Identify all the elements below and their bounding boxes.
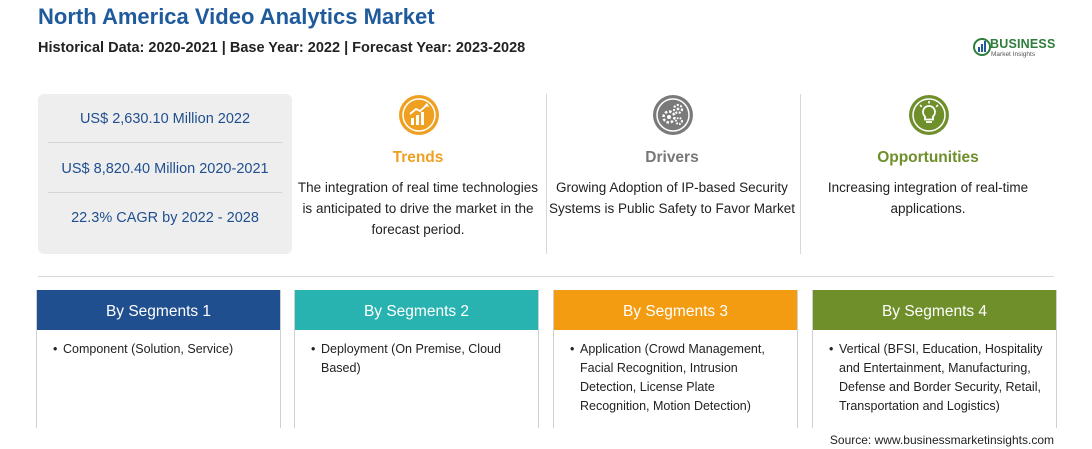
segment-card-1: By Segments 1 Component (Solution, Servi… <box>36 290 281 428</box>
opportunities-heading: Opportunities <box>877 149 979 166</box>
logo-tagline: Market Insights <box>991 51 1036 58</box>
segment-4-header: By Segments 4 <box>813 290 1056 330</box>
page-title: North America Video Analytics Market <box>38 4 435 29</box>
segment-1-header: By Segments 1 <box>37 290 280 330</box>
stat-cagr: 22.3% CAGR by 2022 - 2028 <box>71 210 259 226</box>
segment-4-item: Vertical (BFSI, Education, Hospitality a… <box>829 340 1046 416</box>
column-divider <box>546 94 547 254</box>
segment-card-2: By Segments 2 Deployment (On Premise, Cl… <box>294 290 539 428</box>
stat-divider <box>48 192 282 193</box>
logo-globe-icon <box>973 38 991 56</box>
segment-2-item: Deployment (On Premise, Cloud Based) <box>311 340 528 378</box>
column-divider <box>800 94 801 254</box>
logo-wordmark: BUSINESS <box>990 37 1056 51</box>
page-subtitle: Historical Data: 2020-2021 | Base Year: … <box>38 40 526 56</box>
segment-2-header: By Segments 2 <box>295 290 538 330</box>
drivers-heading: Drivers <box>645 149 699 166</box>
section-divider <box>38 276 1054 277</box>
stat-market-size-2022: US$ 2,630.10 Million 2022 <box>79 111 251 127</box>
market-stats-panel: US$ 2,630.10 Million 2022 US$ 8,820.40 M… <box>38 94 292 254</box>
segment-card-3: By Segments 3 Application (Crowd Managem… <box>553 290 798 428</box>
stat-divider <box>48 142 282 143</box>
segment-3-header: By Segments 3 <box>554 290 797 330</box>
segment-card-4: By Segments 4 Vertical (BFSI, Education,… <box>812 290 1057 428</box>
gears-icon <box>653 95 693 135</box>
opportunities-text: Increasing integration of real-time appl… <box>827 180 1029 216</box>
stat-market-size-historical: US$ 8,820.40 Million 2020-2021 <box>61 161 269 177</box>
source-citation: Source: www.businessmarketinsights.com <box>829 433 1054 447</box>
lightbulb-icon <box>909 95 949 135</box>
drivers-text: Growing Adoption of IP-based Security Sy… <box>548 180 796 216</box>
business-market-insights-logo: BUSINESS Market Insights <box>972 34 1062 60</box>
trends-text: The integration of real time technologie… <box>297 180 539 237</box>
segment-1-item: Component (Solution, Service) <box>53 340 270 359</box>
chart-up-icon <box>399 95 439 135</box>
segment-3-item: Application (Crowd Management, Facial Re… <box>570 340 787 416</box>
trends-heading: Trends <box>392 149 444 166</box>
